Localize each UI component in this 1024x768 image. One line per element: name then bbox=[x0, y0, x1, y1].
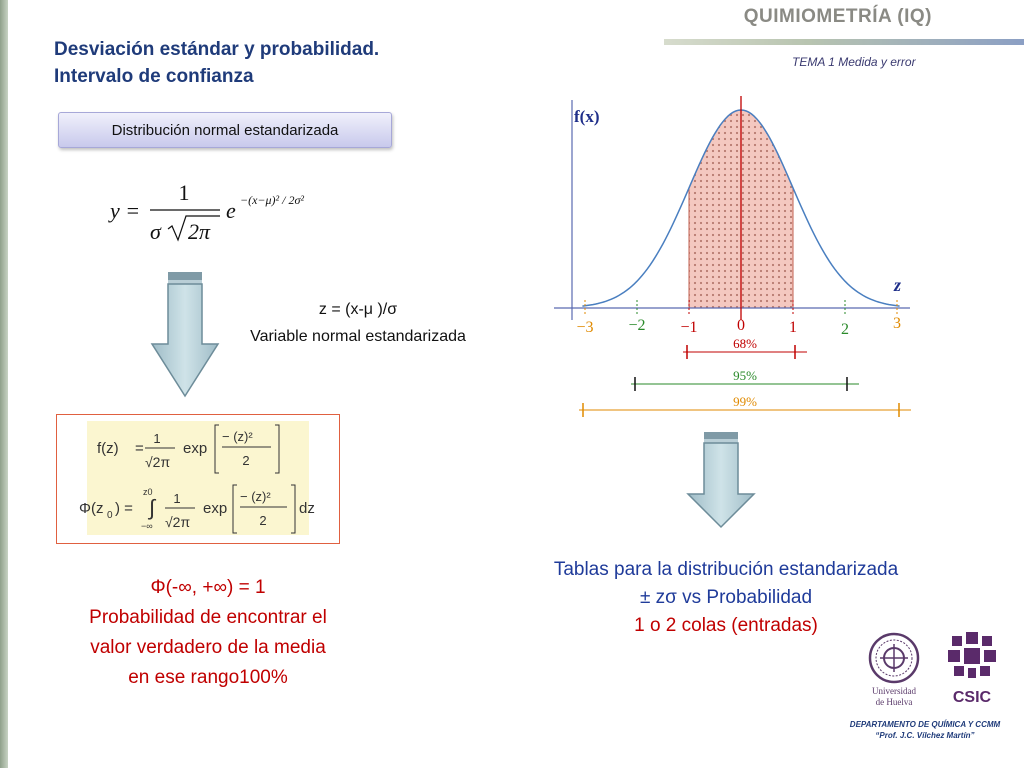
normal-distribution-diagram: f(x) z −3 −2 −1 0 1 2 3 68% 95% 99% bbox=[554, 96, 911, 417]
tick-label: −1 bbox=[680, 319, 697, 336]
phi-bracket-numerator: − (z)² bbox=[240, 489, 271, 504]
y-axis-label: f(x) bbox=[574, 107, 599, 126]
phi-subscript: 0 bbox=[107, 510, 113, 521]
section-tab-button[interactable]: Distribución normal estandarizada bbox=[58, 112, 392, 148]
interval-band-label: 95% bbox=[733, 368, 757, 383]
fz-lhs: f(z) bbox=[97, 440, 119, 457]
standard-normal-formula-box: f(z) = 1 √2π exp − (z)² 2 Φ(z 0 ) = z0 ∫… bbox=[56, 414, 340, 544]
slide-title-line1: Desviación estándar y probabilidad. bbox=[54, 39, 380, 60]
tables-note-line3: 1 o 2 colas (entradas) bbox=[634, 615, 818, 636]
formula-numerator: 1 bbox=[179, 180, 190, 205]
formula-sigma: σ bbox=[150, 219, 162, 244]
fz-numerator: 1 bbox=[153, 431, 160, 446]
integral-upper: z0 bbox=[143, 487, 153, 497]
phi-numerator: 1 bbox=[173, 491, 180, 506]
left-down-arrow bbox=[150, 272, 220, 398]
z-definition: z = (x-μ )/σ Variable normal estandariza… bbox=[210, 296, 506, 350]
footer-line1: DEPARTAMENTO DE QUÍMICA Y CCMM bbox=[849, 720, 1001, 729]
interval-band-label: 99% bbox=[733, 394, 757, 409]
tick-label: 2 bbox=[841, 321, 849, 338]
svg-text:∫: ∫ bbox=[147, 495, 157, 520]
course-name: QUIMIOMETRÍA (IQ) bbox=[743, 6, 932, 27]
x-axis-label: z bbox=[893, 275, 901, 295]
probability-note-line3: valor verdadero de la media bbox=[90, 637, 326, 658]
formula-exponent: −(x−μ)² / 2σ² bbox=[240, 193, 304, 207]
formula-box-background bbox=[87, 421, 309, 535]
formula-root: 2π bbox=[188, 219, 211, 244]
phi-bracket-denominator: 2 bbox=[259, 513, 266, 528]
tick-label: 3 bbox=[893, 315, 901, 332]
probability-note-line4: en ese rango100% bbox=[128, 667, 288, 688]
uh-name-line2: de Huelva bbox=[876, 697, 913, 707]
tables-note: Tablas para la distribución estandarizad… bbox=[508, 556, 944, 640]
left-decorative-bar bbox=[0, 0, 8, 768]
tick-label: 1 bbox=[789, 319, 797, 336]
integral-lower: −∞ bbox=[141, 521, 153, 531]
header-divider-line bbox=[664, 39, 1024, 45]
phi-denominator: √2π bbox=[165, 514, 190, 530]
probability-note: Φ(-∞, +∞) = 1 Probabilidad de encontrar … bbox=[48, 573, 368, 693]
uh-name-line1: Universidad bbox=[872, 686, 916, 696]
topic-label: TEMA 1 Medida y error bbox=[792, 55, 916, 69]
universidad-huelva-logo: Universidad de Huelva bbox=[868, 632, 920, 707]
probability-note-line2: Probabilidad de encontrar el bbox=[89, 607, 327, 628]
csic-text: CSIC bbox=[953, 689, 992, 706]
tables-note-line1: Tablas para la distribución estandarizad… bbox=[553, 559, 899, 580]
gaussian-formula: y = 1 σ 2π e −(x−μ)² / 2σ² bbox=[108, 180, 304, 244]
tick-label: −2 bbox=[628, 317, 645, 334]
slide-title-line2: Intervalo de confianza bbox=[54, 66, 254, 87]
z-description: Variable normal estandarizada bbox=[250, 328, 466, 345]
formula-base: e bbox=[226, 198, 236, 223]
fz-bracket-denominator: 2 bbox=[242, 453, 249, 468]
phi-exp: exp bbox=[203, 500, 227, 517]
csic-logo: CSIC bbox=[948, 632, 996, 706]
phi-dz: dz bbox=[299, 500, 315, 517]
right-down-arrow bbox=[686, 432, 756, 529]
footer-line2: “Prof. J.C. Vílchez Martín” bbox=[875, 731, 975, 740]
department-footer: DEPARTAMENTO DE QUÍMICA Y CCMM “Prof. J.… bbox=[810, 719, 1024, 741]
fz-bracket-numerator: − (z)² bbox=[222, 429, 253, 444]
phi-lhs: Φ(z bbox=[79, 500, 103, 517]
z-formula: z = (x-μ )/σ bbox=[318, 301, 398, 318]
fz-denominator: √2π bbox=[145, 454, 170, 470]
phi-equals: ) = bbox=[115, 500, 133, 517]
tables-note-line2: ± zσ vs Probabilidad bbox=[639, 587, 813, 608]
svg-text:=: = bbox=[135, 440, 144, 457]
formula-box-content: f(z) = 1 √2π exp − (z)² 2 Φ(z 0 ) = z0 ∫… bbox=[79, 424, 315, 534]
tick-label: −3 bbox=[576, 319, 593, 336]
interval-band-label: 68% bbox=[733, 336, 757, 351]
fz-exp: exp bbox=[183, 440, 207, 457]
tick-label: 0 bbox=[737, 317, 745, 334]
slide-title: Desviación estándar y probabilidad. Inte… bbox=[54, 36, 379, 90]
formula-lhs: y = bbox=[108, 198, 140, 223]
probability-note-line1: Φ(-∞, +∞) = 1 bbox=[150, 577, 266, 598]
